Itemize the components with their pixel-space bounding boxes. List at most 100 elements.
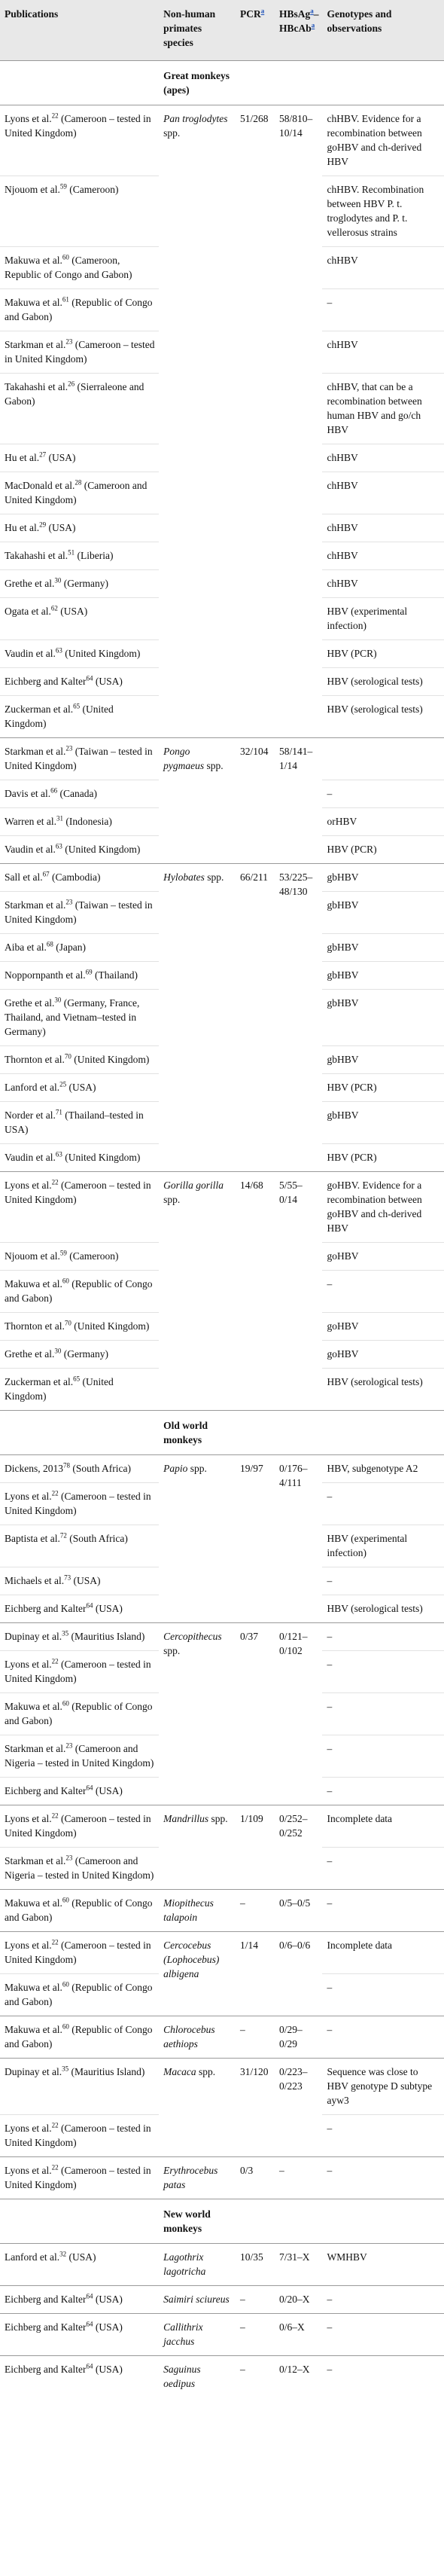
reference-link[interactable]: 65	[73, 702, 81, 710]
author: Starkman et al.	[5, 1743, 66, 1754]
reference-link[interactable]: 64	[86, 2320, 93, 2328]
genotype-text: –	[327, 2294, 333, 2305]
genotype-cell: gbHBV	[322, 863, 444, 892]
group-row: Great monkeys (apes)	[0, 60, 444, 105]
reference-link[interactable]: 60	[62, 1277, 69, 1285]
reference-link[interactable]: 64	[86, 1601, 93, 1610]
reference-link[interactable]: 63	[55, 842, 62, 850]
genotype-cell: –	[322, 1735, 444, 1778]
reference-link[interactable]: 65	[73, 1375, 81, 1383]
reference-link[interactable]: 69	[85, 968, 93, 976]
reference-link[interactable]: 30	[54, 1347, 62, 1355]
reference-link[interactable]: 66	[50, 786, 58, 795]
reference-link[interactable]: 22	[51, 1178, 59, 1186]
location: (Indonesia)	[65, 816, 112, 827]
reference-link[interactable]: 31	[56, 814, 63, 823]
genotype-text: –	[327, 1743, 333, 1754]
reference-link[interactable]: 22	[51, 1489, 59, 1497]
reference-link[interactable]: 23	[65, 1854, 73, 1862]
reference-link[interactable]: 23	[65, 337, 73, 346]
reference-link[interactable]: 59	[59, 182, 67, 191]
author: Makuwa et al.	[5, 1701, 62, 1712]
species-suffix: spp.	[163, 1194, 181, 1205]
reference-link[interactable]: 60	[62, 1980, 69, 1988]
reference-link[interactable]: 26	[68, 380, 75, 388]
location: (Republic of Congo and Gabon)	[5, 1897, 153, 1923]
reference-link[interactable]: 22	[51, 1657, 59, 1665]
reference-link[interactable]: 22	[51, 2163, 59, 2172]
reference-link[interactable]: 23	[65, 1741, 73, 1750]
author: Lanford et al.	[5, 2251, 60, 2263]
reference-link[interactable]: 22	[51, 1938, 59, 1946]
reference-link[interactable]: 30	[54, 996, 62, 1004]
reference-link[interactable]: 71	[55, 1108, 62, 1116]
reference-link[interactable]: 35	[62, 2065, 69, 2073]
reference-link[interactable]: 78	[63, 1461, 70, 1470]
reference-link[interactable]: 64	[86, 2362, 93, 2370]
reference-link[interactable]: 22	[51, 2121, 59, 2129]
genotype-cell: goHBV. Evidence for a recombination betw…	[322, 1171, 444, 1243]
publication-cell: Eichberg and Kalter64 (USA)	[0, 1595, 160, 1623]
pcr-cell: –	[235, 2313, 275, 2356]
reference-link[interactable]: 62	[50, 604, 58, 612]
species-name: Miopithecus talapoin	[163, 1897, 214, 1923]
serology-value: 0/223–0/223	[278, 2066, 308, 2092]
reference-link[interactable]: 68	[46, 940, 53, 948]
reference-link[interactable]: 27	[39, 450, 47, 459]
reference-link[interactable]: 32	[59, 2250, 67, 2258]
reference-link[interactable]: 61	[62, 295, 69, 304]
footnote-link[interactable]: a	[310, 7, 314, 15]
cell	[274, 2199, 323, 2244]
reference-link[interactable]: 60	[62, 1699, 69, 1708]
reference-link[interactable]: 22	[51, 1811, 59, 1820]
author: Eichberg and Kalter	[5, 676, 87, 687]
study-row: Eichberg and Kalter64 (USA) Saguinus oedi…	[0, 2355, 444, 2397]
author: Starkman et al.	[5, 899, 66, 911]
genotype-text: gbHBV	[327, 871, 359, 883]
genotype-cell: chHBV	[322, 542, 444, 570]
publication-cell: Sall et al.67 (Cambodia)	[0, 863, 160, 892]
reference-link[interactable]: 59	[59, 1249, 67, 1257]
reference-link[interactable]: 63	[55, 646, 62, 655]
reference-link[interactable]: 67	[42, 870, 50, 878]
location: (Cameroon, Republic of Congo and Gabon)	[5, 255, 132, 280]
footnote-link[interactable]: a	[311, 21, 315, 29]
reference-link[interactable]: 73	[64, 1573, 71, 1582]
reference-link[interactable]: 29	[39, 520, 47, 529]
author: Dupinay et al.	[5, 2066, 62, 2077]
author: Starkman et al.	[5, 746, 66, 757]
reference-link[interactable]: 23	[65, 898, 73, 906]
header-cell: Non-human primates species	[159, 0, 236, 61]
reference-link[interactable]: 60	[62, 1896, 69, 1904]
study-row: Njouom et al.59 (Cameroon) goHBV	[0, 1242, 444, 1271]
footnote-link[interactable]: a	[260, 7, 265, 15]
author: Baptista et al.	[5, 1533, 60, 1544]
reference-link[interactable]: 28	[75, 478, 82, 487]
reference-link[interactable]: 23	[65, 744, 73, 752]
reference-link[interactable]: 64	[86, 2292, 93, 2300]
species-name: Chlorocebus aethiops	[163, 2024, 215, 2050]
genotype-cell: HBV (serological tests)	[322, 1595, 444, 1623]
genotype-text: chHBV	[327, 480, 358, 491]
reference-link[interactable]: 70	[64, 1319, 71, 1327]
reference-link[interactable]: 60	[62, 253, 69, 261]
reference-link[interactable]: 30	[54, 576, 62, 584]
reference-link[interactable]: 72	[59, 1531, 67, 1540]
serology-value: 0/29–0/29	[278, 2024, 303, 2050]
reference-link[interactable]: 70	[64, 1052, 71, 1061]
reference-link[interactable]: 25	[59, 1080, 67, 1088]
serology-value: 5/55–0/14	[278, 1180, 303, 1205]
group-title: Great monkeys (apes)	[163, 70, 230, 96]
reference-link[interactable]: 64	[86, 1784, 93, 1792]
publication-cell: Vaudin et al.63 (United Kingdom)	[0, 835, 160, 864]
reference-link[interactable]: 51	[68, 548, 75, 557]
reference-link[interactable]: 64	[86, 674, 93, 682]
reference-link[interactable]: 63	[55, 1150, 62, 1158]
genotype-text: Incomplete data	[327, 1940, 393, 1951]
genotype-text: goHBV. Evidence for a recombination betw…	[327, 1180, 422, 1234]
genotype-text: –	[327, 1491, 333, 1502]
study-row: Davis et al.66 (Canada) –	[0, 780, 444, 808]
reference-link[interactable]: 22	[51, 111, 59, 120]
reference-link[interactable]: 60	[62, 2022, 69, 2031]
reference-link[interactable]: 35	[62, 1629, 69, 1637]
